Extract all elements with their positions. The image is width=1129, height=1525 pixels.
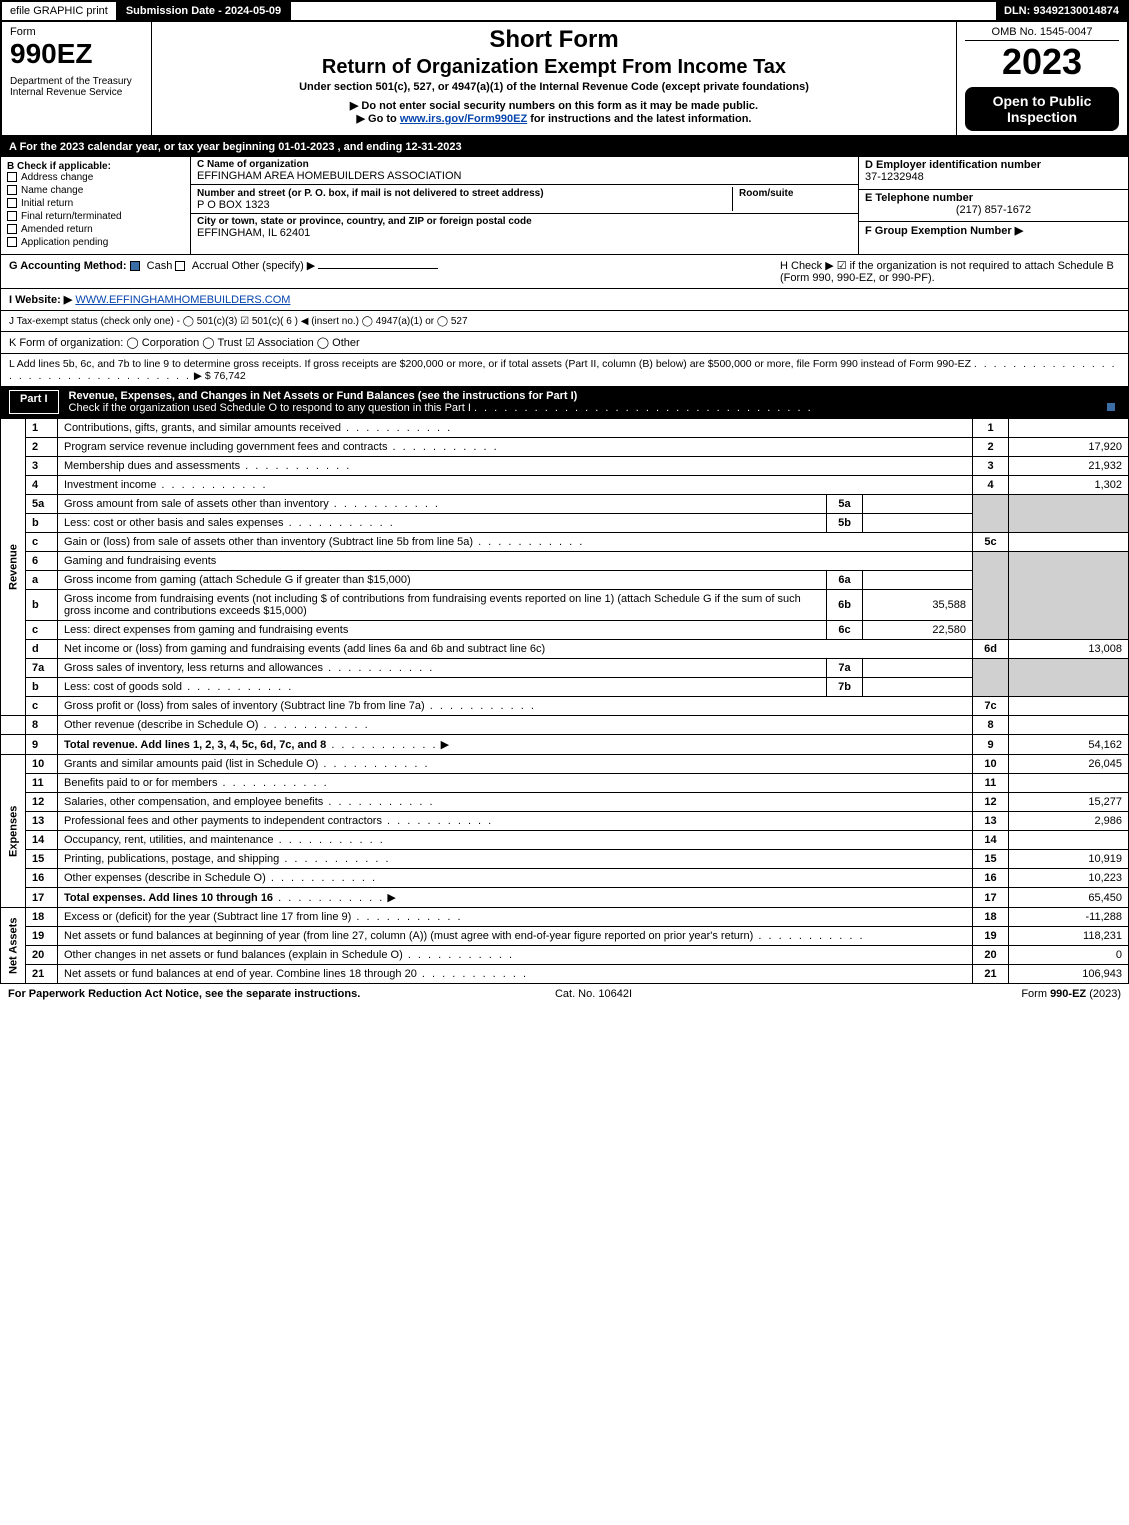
row-j: J Tax-exempt status (check only one) - ◯… <box>0 311 1129 332</box>
omb-number: OMB No. 1545-0047 <box>965 26 1119 41</box>
d-ein: D Employer identification number37-12329… <box>859 157 1128 190</box>
dept-treasury: Department of the Treasury <box>10 76 143 87</box>
org-name: EFFINGHAM AREA HOMEBUILDERS ASSOCIATION <box>197 170 852 182</box>
chk-pending[interactable]: Application pending <box>7 237 184 248</box>
dln: DLN: 93492130014874 <box>996 2 1127 20</box>
footer-formref: Form 990-EZ (2023) <box>1021 988 1121 1000</box>
title-main: Return of Organization Exempt From Incom… <box>156 56 952 79</box>
c-city-row: City or town, state or province, country… <box>191 214 858 241</box>
netassets-label: Net Assets <box>1 908 26 984</box>
col-b: B Check if applicable: Address change Na… <box>1 157 191 254</box>
section-a: A For the 2023 calendar year, or tax yea… <box>0 137 1129 157</box>
header-left: Form 990EZ Department of the Treasury In… <box>2 22 152 135</box>
org-street: P O BOX 1323 <box>197 199 270 211</box>
part1-label: Part I <box>9 390 59 414</box>
expenses-label: Expenses <box>1 755 26 908</box>
col-def: D Employer identification number37-12329… <box>858 157 1128 254</box>
header-mid: Short Form Return of Organization Exempt… <box>152 22 957 135</box>
lines-table: Revenue 1Contributions, gifts, grants, a… <box>0 418 1129 984</box>
note-goto: ▶ Go to www.irs.gov/Form990EZ for instru… <box>156 112 952 125</box>
irs-link[interactable]: www.irs.gov/Form990EZ <box>400 113 527 125</box>
b-title: B Check if applicable: <box>7 161 184 172</box>
row-l: L Add lines 5b, 6c, and 7b to line 9 to … <box>0 354 1129 387</box>
open-public-badge: Open to Public Inspection <box>965 87 1119 131</box>
g-accounting: G Accounting Method: Cash Accrual Other … <box>9 259 780 284</box>
chk-address[interactable]: Address change <box>7 172 184 183</box>
form-header: Form 990EZ Department of the Treasury In… <box>0 22 1129 137</box>
h-check: H Check ▶ ☑ if the organization is not r… <box>780 259 1120 284</box>
f-group: F Group Exemption Number ▶ <box>859 222 1128 254</box>
chk-schedule-o[interactable] <box>1106 402 1116 412</box>
title-sub: Under section 501(c), 527, or 4947(a)(1)… <box>156 81 952 93</box>
c-name-row: C Name of organization EFFINGHAM AREA HO… <box>191 157 858 185</box>
top-bar: efile GRAPHIC print Submission Date - 20… <box>0 0 1129 22</box>
chk-name[interactable]: Name change <box>7 185 184 196</box>
chk-amended[interactable]: Amended return <box>7 224 184 235</box>
irs-label: Internal Revenue Service <box>10 87 143 98</box>
org-city: EFFINGHAM, IL 62401 <box>197 227 852 239</box>
revenue-label: Revenue <box>1 419 26 716</box>
form-label: Form <box>10 26 143 38</box>
footer-catno: Cat. No. 10642I <box>555 988 632 1000</box>
chk-final[interactable]: Final return/terminated <box>7 211 184 222</box>
chk-accrual[interactable] <box>175 261 185 271</box>
row-k: K Form of organization: ◯ Corporation ◯ … <box>0 332 1129 354</box>
footer-left: For Paperwork Reduction Act Notice, see … <box>8 988 360 1000</box>
chk-cash[interactable] <box>130 261 140 271</box>
section-bcdef: B Check if applicable: Address change Na… <box>0 157 1129 255</box>
title-short: Short Form <box>156 26 952 54</box>
footer: For Paperwork Reduction Act Notice, see … <box>0 984 1129 1004</box>
tax-year: 2023 <box>965 41 1119 83</box>
row-gh: G Accounting Method: Cash Accrual Other … <box>0 255 1129 289</box>
e-phone: E Telephone number(217) 857-1672 <box>859 190 1128 223</box>
chk-initial[interactable]: Initial return <box>7 198 184 209</box>
form-number: 990EZ <box>10 38 143 70</box>
col-c: C Name of organization EFFINGHAM AREA HO… <box>191 157 858 254</box>
note-ssn: Do not enter social security numbers on … <box>156 99 952 112</box>
row-i: I Website: ▶ WWW.EFFINGHAMHOMEBUILDERS.C… <box>0 289 1129 311</box>
website-link[interactable]: WWW.EFFINGHAMHOMEBUILDERS.COM <box>75 294 290 306</box>
submission-date: Submission Date - 2024-05-09 <box>118 2 291 20</box>
c-street-row: Number and street (or P. O. box, if mail… <box>191 185 858 214</box>
efile-print[interactable]: efile GRAPHIC print <box>2 2 118 20</box>
header-right: OMB No. 1545-0047 2023 Open to Public In… <box>957 22 1127 135</box>
part1-header: Part I Revenue, Expenses, and Changes in… <box>0 387 1129 418</box>
